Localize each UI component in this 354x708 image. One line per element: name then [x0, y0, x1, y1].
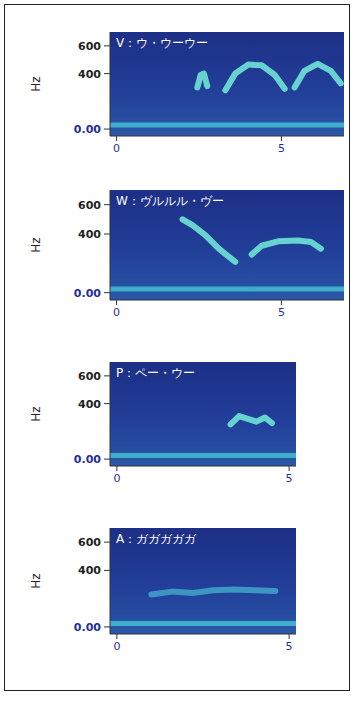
y-tick-label: 400: [78, 228, 101, 241]
y-axis-title: Hz: [29, 76, 43, 91]
panel: 0.00 400 600 0 5 Hz W：ヴルルル・ヴー: [29, 190, 344, 319]
y-tick: [104, 292, 110, 293]
y-tick: [104, 626, 110, 627]
y-axis-title: Hz: [29, 406, 43, 421]
y-tick-label: 400: [78, 68, 101, 81]
y-tick-label: 0.00: [74, 621, 101, 634]
y-axis-title: Hz: [29, 573, 43, 588]
y-tick-label: 400: [78, 564, 101, 577]
figure: 0.00 400 600 0 5 Hz V：ウ・ウーウー 0.00 400 600 0 5 Hz W：ヴル…: [0, 0, 354, 708]
plot-area: [110, 528, 296, 634]
x-tick: [116, 466, 117, 471]
x-tick: [289, 634, 290, 639]
y-tick: [104, 542, 110, 543]
y-tick: [104, 375, 110, 376]
panel: 0.00 400 600 0 5 Hz A：ガガガガガ: [29, 528, 296, 653]
y-tick-label: 0.00: [74, 453, 101, 466]
contour: [110, 621, 296, 626]
y-tick-label: 0.00: [74, 123, 101, 136]
panel-title: A：ガガガガガ: [116, 532, 197, 546]
y-tick-label: 0.00: [74, 287, 101, 300]
x-tick: [281, 136, 282, 141]
marks: [110, 219, 344, 289]
x-axis: [110, 466, 296, 467]
x-tick: [116, 136, 117, 141]
contour: [110, 122, 344, 127]
y-axis-title: Hz: [29, 237, 43, 252]
y-tick-label: 600: [78, 370, 101, 383]
frame: [5, 5, 350, 691]
y-tick-label: 600: [78, 199, 101, 212]
y-tick: [104, 570, 110, 571]
panel-title: V：ウ・ウーウー: [116, 36, 208, 50]
marks: [110, 416, 296, 456]
contour: [183, 219, 236, 262]
y-axis: [110, 190, 111, 300]
panel: 0.00 400 600 0 5 Hz P：ペー・ウー: [29, 362, 296, 485]
x-tick-label: 0: [113, 306, 120, 319]
y-tick: [104, 73, 110, 74]
x-axis: [110, 136, 344, 137]
y-tick: [104, 129, 110, 130]
x-tick-label: 5: [286, 640, 293, 653]
y-tick: [104, 459, 110, 460]
panel-title: W：ヴルルル・ヴー: [116, 194, 224, 208]
y-tick: [104, 403, 110, 404]
marks: [110, 64, 344, 125]
x-tick-label: 0: [113, 640, 120, 653]
x-tick: [281, 300, 282, 305]
contour: [151, 589, 275, 594]
x-tick: [116, 300, 117, 305]
contour: [110, 453, 296, 458]
y-axis: [110, 32, 111, 136]
x-tick: [289, 466, 290, 471]
y-tick-label: 600: [78, 536, 101, 549]
marks: [110, 589, 296, 623]
y-axis: [110, 528, 111, 634]
y-tick: [104, 234, 110, 235]
x-tick-label: 0: [113, 472, 120, 485]
contour: [197, 74, 207, 88]
y-tick: [104, 204, 110, 205]
x-tick-label: 0: [113, 142, 120, 155]
contour: [252, 241, 321, 255]
panel: 0.00 400 600 0 5 Hz V：ウ・ウーウー: [29, 32, 344, 155]
x-tick-label: 5: [278, 142, 285, 155]
x-axis: [110, 300, 344, 301]
y-tick: [104, 45, 110, 46]
x-axis: [110, 634, 296, 635]
x-tick-label: 5: [286, 472, 293, 485]
x-tick-label: 5: [278, 306, 285, 319]
plot-area: [110, 362, 296, 466]
contour: [231, 416, 272, 424]
x-tick: [116, 634, 117, 639]
panel-title: P：ペー・ウー: [116, 366, 195, 380]
y-axis: [110, 362, 111, 466]
plot-area: [110, 32, 344, 136]
contour: [110, 287, 344, 292]
contour: [225, 65, 284, 91]
contour: [295, 64, 341, 88]
y-tick-label: 600: [78, 40, 101, 53]
plot-area: [110, 190, 344, 300]
y-tick-label: 400: [78, 398, 101, 411]
